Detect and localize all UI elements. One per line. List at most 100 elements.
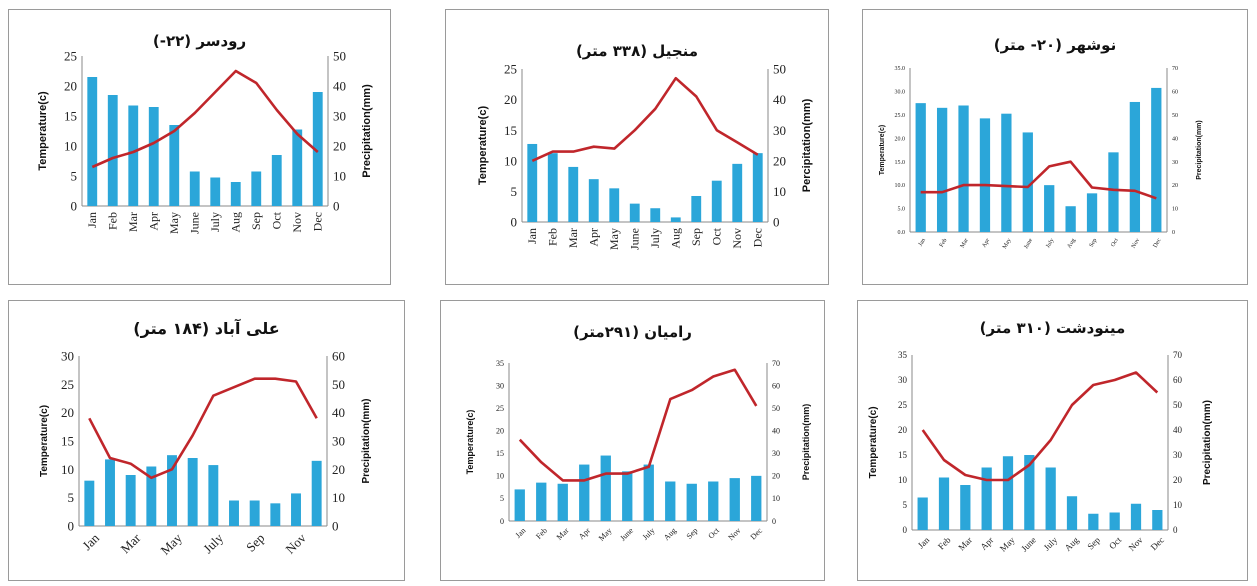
x-tick-label: Oct [1110, 237, 1120, 248]
chart-title: رودسر (۲۲-) [152, 32, 247, 50]
x-tick-label: Jan [85, 212, 99, 228]
precipitation-bar [189, 171, 200, 206]
y-axis-label-right: Precipitation(mm) [1202, 400, 1213, 485]
temperature-line [91, 69, 319, 169]
y-tick-left: 10 [496, 472, 504, 481]
precipitation-bar [609, 188, 620, 222]
precipitation-bar [751, 475, 762, 521]
precipitation-bar [514, 489, 525, 521]
y-tick-right: 50 [333, 49, 346, 64]
x-tick-label: July [648, 228, 662, 248]
precipitation-bar [271, 155, 282, 206]
precipitation-bar [579, 464, 590, 521]
y-tick-left: 25 [898, 400, 908, 410]
precipitation-bar [691, 195, 702, 222]
precipitation-bar [87, 77, 98, 206]
precipitation-bar [752, 153, 763, 222]
y-tick-right: 70 [1172, 66, 1178, 72]
x-tick-label: Dec [750, 228, 764, 247]
precipitation-bar [187, 458, 198, 526]
x-tick-label: Apr [586, 228, 600, 247]
y-axis-label-right: Precipitation(mm) [801, 404, 811, 481]
x-tick-label: Jan [918, 238, 927, 248]
x-tick-label: June [1023, 237, 1034, 250]
precipitation-bar [169, 125, 180, 206]
y-tick-left: 0 [71, 199, 78, 214]
y-tick-left: 5 [500, 494, 504, 503]
x-tick-label: Nov [726, 526, 742, 542]
y-tick-right: 10 [773, 184, 786, 199]
precipitation-bar [643, 464, 654, 521]
y-tick-left: 15 [496, 449, 504, 458]
y-axis-label-left: Temperature(c) [477, 106, 489, 186]
y-tick-right: 60 [1173, 375, 1183, 385]
y-axis-label-left: Temperature(c) [39, 405, 50, 477]
chart-panel-minoodasht: مینودشت (۳۱۰ متر) 0 5 10 15 20 25 30 35 0 10 20 30 4… [857, 300, 1248, 581]
chart-svg: 0 5 10 15 20 25 0 10 20 30 40 50 Jan Feb Mar Apr May June… [37, 49, 373, 234]
y-tick-left: 10 [504, 153, 517, 168]
x-tick-label: June [1019, 535, 1038, 554]
x-tick-label: Jan [514, 526, 528, 540]
precipitation-bar [557, 483, 568, 521]
precipitation-bar [936, 107, 948, 232]
y-tick-left: 5 [71, 169, 78, 184]
precipitation-bar [210, 177, 221, 206]
y-tick-left: 20.0 [895, 136, 906, 142]
y-tick-left: 35.0 [895, 66, 906, 72]
precipitation-bar [1108, 152, 1119, 232]
y-tick-right: 40 [1173, 425, 1183, 435]
chart-svg: 0 5 10 15 20 25 30 0 10 20 30 40 50 60 Jan Mar May July Se… [39, 349, 372, 558]
y-axis-label-right: Precipitation(mm) [361, 84, 373, 178]
y-tick-left: 10.0 [895, 183, 906, 189]
chart-panel-roudsar: رودسر (۲۲-) 0 5 10 15 20 25 0 10 20 30 40 50 Jan Feb M… [8, 9, 391, 285]
y-tick-right: 20 [772, 472, 780, 481]
precipitation-bar [588, 179, 599, 222]
precipitation-bar [629, 203, 640, 222]
x-tick-label: Nov [730, 228, 744, 249]
y-axis-label-right: Precipitation(mm) [361, 398, 372, 483]
y-tick-right: 20 [332, 462, 345, 477]
precipitation-bar [84, 480, 95, 526]
y-tick-left: 5 [68, 490, 75, 505]
x-tick-label: Apr [577, 526, 592, 541]
precipitation-bar [125, 475, 136, 526]
y-tick-right: 10 [332, 490, 345, 505]
x-tick-label: May [607, 228, 621, 250]
temperature-line [921, 371, 1159, 482]
y-tick-left: 10 [61, 462, 74, 477]
precipitation-bar [105, 459, 115, 526]
y-tick-left: 20 [504, 92, 517, 107]
precipitation-bar [229, 500, 239, 526]
x-tick-label: Oct [709, 227, 723, 245]
y-tick-right: 20 [333, 139, 346, 154]
x-tick-label: Mar [956, 535, 974, 553]
y-tick-right: 0 [773, 215, 780, 230]
x-tick-label: Mar [555, 526, 571, 542]
chart-svg: 0.0 5.0 10.0 15.0 20.0 25.0 30.0 35.0 0 10 20 30 40 5… [879, 66, 1203, 250]
precipitation-bar [270, 503, 281, 526]
x-tick-label: Oct [269, 211, 283, 229]
x-tick-label: Mar [566, 228, 580, 248]
y-tick-left: 0.0 [898, 230, 906, 236]
x-tick-label: June [618, 526, 635, 543]
precipitation-bar [979, 118, 991, 232]
y-tick-right: 0 [1173, 525, 1178, 535]
y-tick-left: 25.0 [895, 113, 906, 119]
precipitation-bar [148, 107, 159, 206]
y-tick-right: 60 [1172, 90, 1178, 96]
x-tick-label: Jan [79, 530, 102, 553]
y-tick-right: 50 [332, 377, 345, 392]
precipitation-bar [665, 481, 676, 521]
y-tick-right: 50 [1173, 400, 1183, 410]
precipitation-bar [622, 471, 633, 521]
precipitation-bar [1044, 185, 1055, 232]
precipitation-bar [568, 166, 579, 222]
y-tick-left: 5 [903, 500, 908, 510]
y-tick-right: 20 [1172, 183, 1178, 189]
temperature-line [88, 377, 318, 480]
y-tick-right: 30 [773, 123, 786, 138]
x-tick-label: Mar [960, 238, 970, 250]
y-tick-right: 40 [772, 427, 780, 436]
x-tick-label: Dec [749, 526, 765, 542]
x-tick-label: Aug [662, 526, 678, 542]
